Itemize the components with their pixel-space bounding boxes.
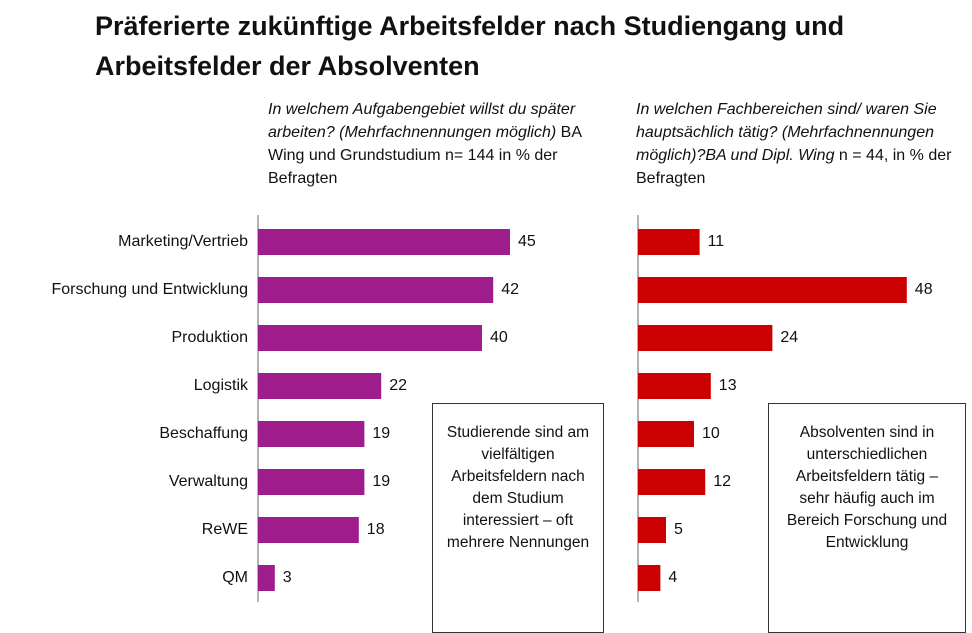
page: Präferierte zukünftige Arbeitsfelder nac… <box>51 11 972 633</box>
subtitle-question: In welchen Fachbereichen sind/ waren Sie… <box>636 101 937 164</box>
value-label: 10 <box>702 425 720 442</box>
category-label: Marketing/Vertrieb <box>118 233 248 250</box>
value-label: 11 <box>708 233 725 250</box>
category-label: Forschung und Entwicklung <box>51 281 248 298</box>
subtitle-question: In welchem Aufgabengebiet willst du spät… <box>268 101 576 141</box>
bar <box>638 565 661 591</box>
category-label: Logistik <box>194 377 249 394</box>
value-label: 19 <box>372 425 390 442</box>
value-label: 22 <box>389 377 407 394</box>
value-label: 13 <box>719 377 737 394</box>
annotation: Absolventen sind in unterschiedlichen Ar… <box>768 403 966 633</box>
bar <box>638 469 706 495</box>
annotation: Studierende sind am vielfältigen Arbeits… <box>432 403 604 633</box>
bar <box>638 229 700 255</box>
value-label: 40 <box>490 329 508 346</box>
bar <box>638 421 694 447</box>
value-label: 19 <box>372 473 390 490</box>
value-label: 42 <box>501 281 519 298</box>
value-label: 3 <box>283 569 292 586</box>
bar <box>258 565 275 591</box>
bar <box>258 229 510 255</box>
subtitle: In welchem Aufgabengebiet willst du spät… <box>268 98 608 190</box>
subtitle: In welchen Fachbereichen sind/ waren Sie… <box>636 98 972 190</box>
subtitle-sample: n = 44, in % der Befragten <box>636 147 952 187</box>
bar <box>638 277 907 303</box>
value-label: 18 <box>367 521 385 538</box>
bar <box>638 373 711 399</box>
subtitle-sample: BA Wing und Grundstudium n= 144 in % der… <box>268 124 582 187</box>
bar <box>638 517 666 543</box>
category-label: Produktion <box>172 329 249 346</box>
bar <box>258 373 382 399</box>
category-label: Verwaltung <box>169 473 248 490</box>
value-label: 4 <box>668 569 677 586</box>
bar <box>258 325 482 351</box>
bar <box>258 421 365 447</box>
bar <box>258 517 359 543</box>
bar <box>638 325 773 351</box>
bar <box>258 469 365 495</box>
value-label: 5 <box>674 521 683 538</box>
value-label: 24 <box>780 329 798 346</box>
value-label: 48 <box>915 281 933 298</box>
category-label: QM <box>222 569 248 586</box>
title: Präferierte zukünftige Arbeitsfelder nac… <box>95 11 845 81</box>
category-label: Beschaffung <box>159 425 248 442</box>
value-label: 12 <box>713 473 731 490</box>
value-label: 45 <box>518 233 536 250</box>
category-label: ReWE <box>202 521 248 538</box>
bar <box>258 277 494 303</box>
